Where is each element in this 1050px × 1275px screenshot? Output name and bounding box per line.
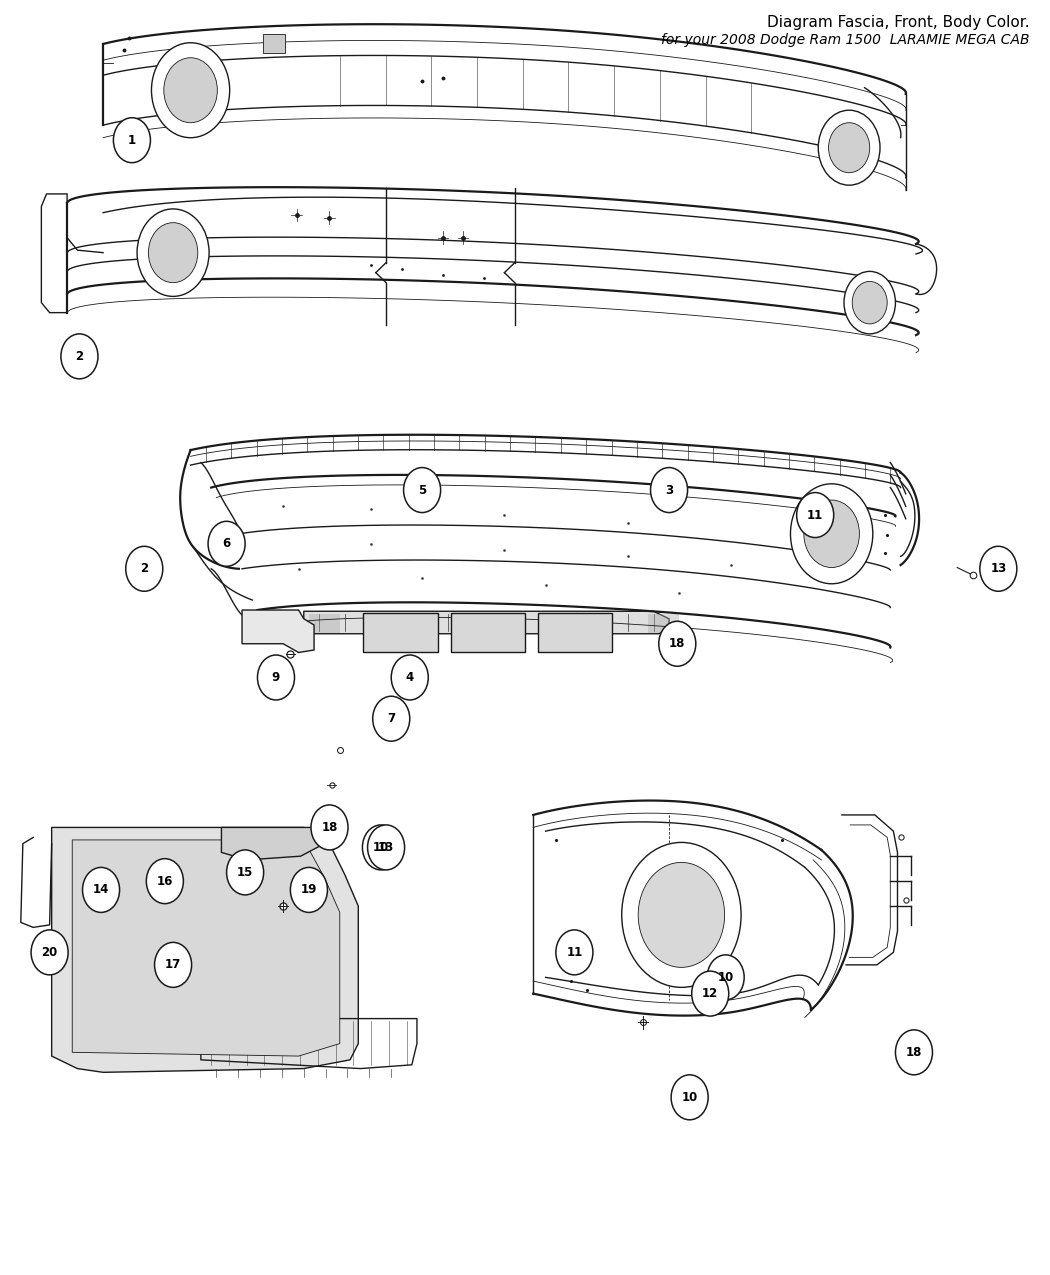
Circle shape <box>403 468 441 513</box>
FancyBboxPatch shape <box>649 613 679 632</box>
Circle shape <box>658 621 696 667</box>
Circle shape <box>32 929 68 975</box>
FancyBboxPatch shape <box>539 612 612 653</box>
Circle shape <box>622 843 741 987</box>
Circle shape <box>113 117 150 163</box>
Circle shape <box>362 825 399 870</box>
Circle shape <box>83 867 120 913</box>
Text: 19: 19 <box>300 884 317 896</box>
Text: 11: 11 <box>566 946 583 959</box>
Text: 18: 18 <box>906 1046 922 1058</box>
Circle shape <box>828 122 869 172</box>
Circle shape <box>797 492 834 538</box>
Text: 13: 13 <box>378 842 394 854</box>
Text: 2: 2 <box>141 562 148 575</box>
Polygon shape <box>303 611 669 634</box>
Circle shape <box>692 972 729 1016</box>
Text: 14: 14 <box>92 884 109 896</box>
Circle shape <box>555 929 593 975</box>
Polygon shape <box>72 840 340 1056</box>
Text: 3: 3 <box>665 483 673 496</box>
Circle shape <box>671 1075 708 1119</box>
Circle shape <box>146 858 184 904</box>
Text: 10: 10 <box>681 1091 698 1104</box>
Text: 6: 6 <box>223 537 231 551</box>
Text: 18: 18 <box>321 821 338 834</box>
Circle shape <box>638 862 724 968</box>
Polygon shape <box>51 827 358 1072</box>
Circle shape <box>651 468 688 513</box>
Circle shape <box>896 1030 932 1075</box>
Circle shape <box>707 955 744 1000</box>
Text: 7: 7 <box>387 713 395 725</box>
Circle shape <box>844 272 896 334</box>
Circle shape <box>980 546 1016 592</box>
Polygon shape <box>242 609 314 653</box>
FancyBboxPatch shape <box>363 612 438 653</box>
Text: 20: 20 <box>42 946 58 959</box>
Text: 10: 10 <box>717 970 734 984</box>
Circle shape <box>291 867 328 913</box>
Circle shape <box>392 655 428 700</box>
Text: 1: 1 <box>128 134 136 147</box>
Circle shape <box>138 209 209 296</box>
Text: 5: 5 <box>418 483 426 496</box>
Circle shape <box>311 805 348 850</box>
FancyBboxPatch shape <box>479 613 509 632</box>
Circle shape <box>164 57 217 122</box>
Text: 11: 11 <box>807 509 823 521</box>
Text: for your 2008 Dodge Ram 1500  LARAMIE MEGA CAB: for your 2008 Dodge Ram 1500 LARAMIE MEG… <box>660 33 1029 47</box>
Text: 13: 13 <box>990 562 1007 575</box>
FancyBboxPatch shape <box>450 612 525 653</box>
Circle shape <box>373 696 410 741</box>
Text: Diagram Fascia, Front, Body Color.: Diagram Fascia, Front, Body Color. <box>766 15 1029 31</box>
Circle shape <box>368 825 404 870</box>
Circle shape <box>126 546 163 592</box>
FancyBboxPatch shape <box>262 34 286 52</box>
Circle shape <box>61 334 98 379</box>
FancyBboxPatch shape <box>309 613 340 632</box>
Text: 17: 17 <box>165 959 182 972</box>
Text: 2: 2 <box>76 349 84 363</box>
Circle shape <box>818 110 880 185</box>
Text: 16: 16 <box>156 875 173 887</box>
Circle shape <box>208 521 245 566</box>
Polygon shape <box>222 827 324 859</box>
Text: 9: 9 <box>272 671 280 683</box>
Text: 18: 18 <box>669 638 686 650</box>
Circle shape <box>853 282 887 324</box>
Circle shape <box>148 223 197 283</box>
Text: 10: 10 <box>373 842 390 854</box>
Circle shape <box>257 655 294 700</box>
Circle shape <box>151 43 230 138</box>
Circle shape <box>804 500 860 567</box>
Circle shape <box>227 850 264 895</box>
Text: 15: 15 <box>237 866 253 878</box>
Text: 12: 12 <box>702 987 718 1000</box>
Text: 4: 4 <box>405 671 414 683</box>
Circle shape <box>791 483 873 584</box>
Circle shape <box>154 942 191 987</box>
